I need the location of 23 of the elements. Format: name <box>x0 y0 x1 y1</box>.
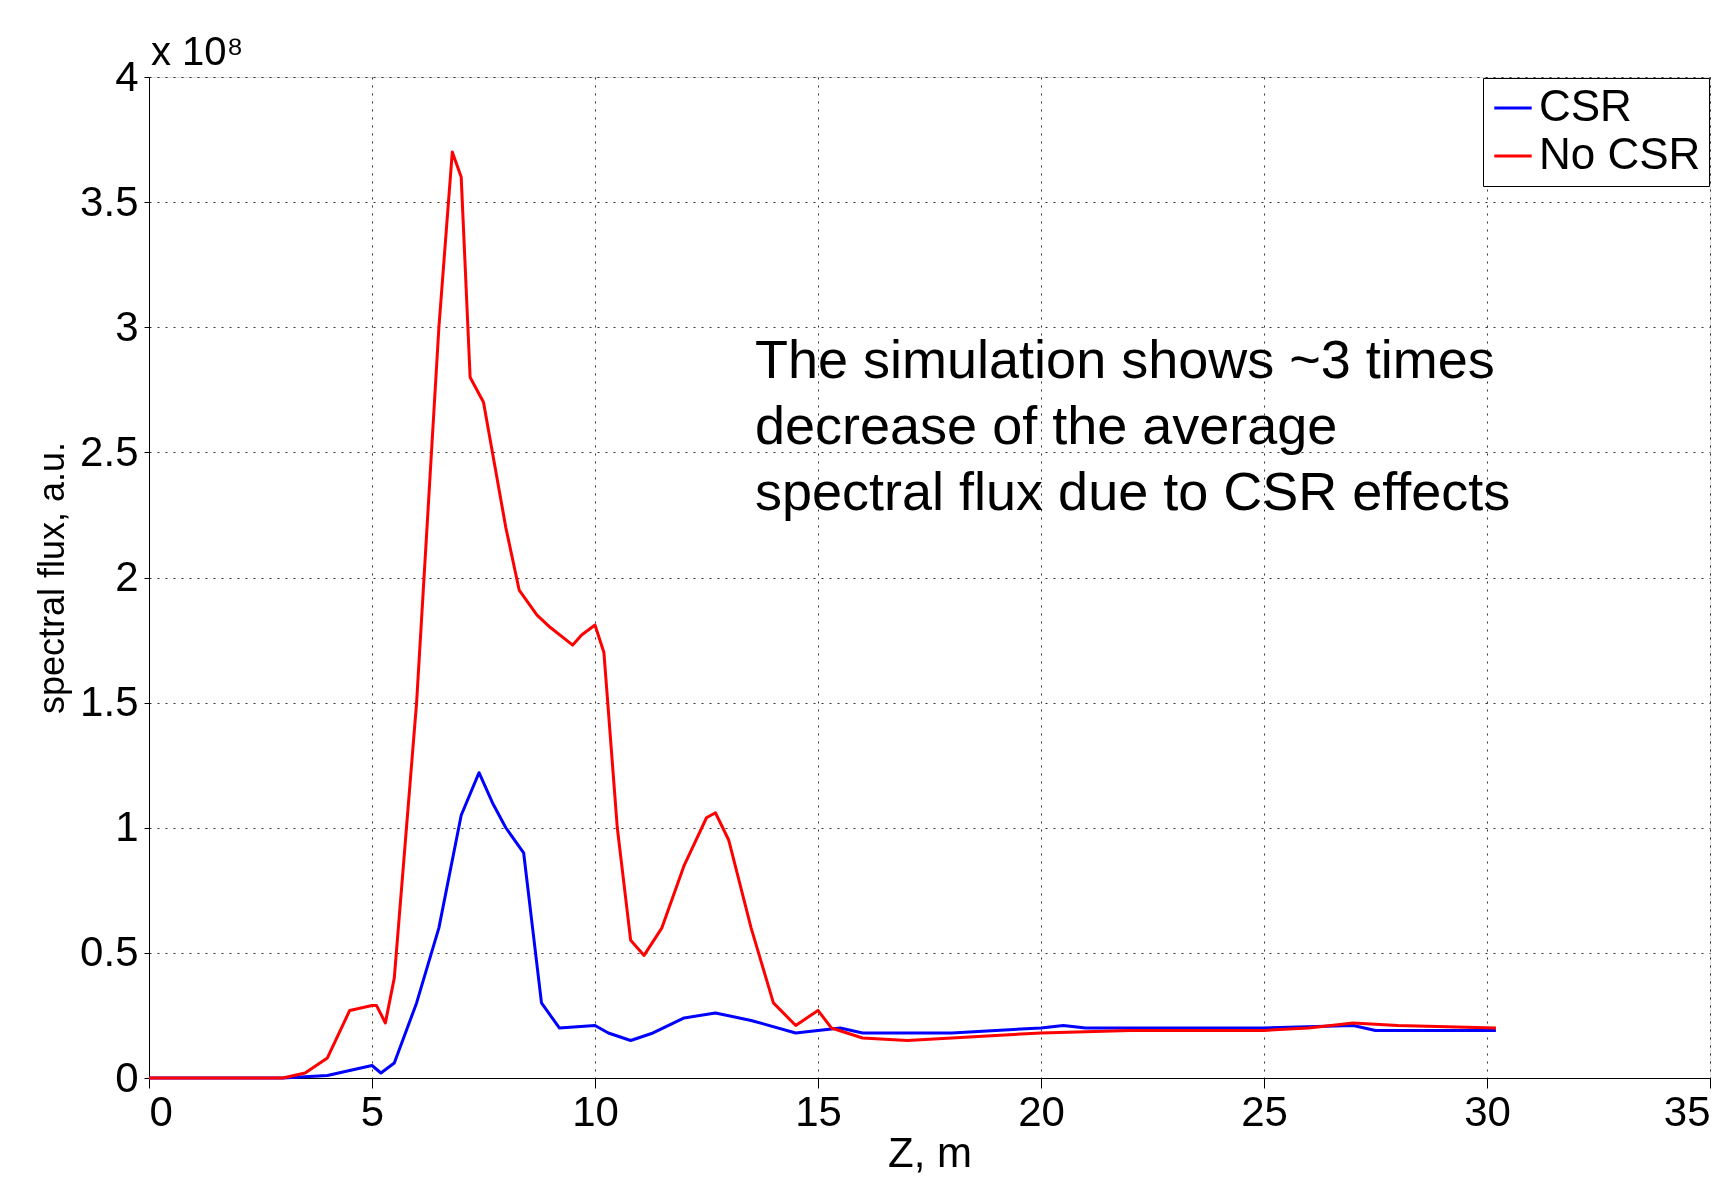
y-tick-label: 1 <box>115 803 139 851</box>
x-axis-title: Z, m <box>888 1128 972 1176</box>
x-tick-label: 20 <box>1018 1087 1065 1135</box>
y-tick-label: 0.5 <box>80 928 139 976</box>
y-tick-label: 1.5 <box>80 678 139 726</box>
y-tick-label: 4 <box>115 52 139 100</box>
x-tick-label: 30 <box>1464 1087 1511 1135</box>
y-axis-title: spectral flux, a.u. <box>31 441 73 715</box>
text: x 10⁸ <box>151 29 244 73</box>
y-tick-label: 3.5 <box>80 177 139 225</box>
y-tick-label: 0 <box>115 1053 139 1101</box>
x-tick-label: 5 <box>360 1087 385 1135</box>
y-tick-label: 2.5 <box>80 427 139 475</box>
legend-label: CSR <box>1539 81 1632 130</box>
legend-label: No CSR <box>1539 129 1701 178</box>
x-tick-label: 10 <box>572 1087 619 1135</box>
y-tick-label: 3 <box>115 302 139 350</box>
x-tick-label: 25 <box>1241 1087 1288 1135</box>
annotation: The simulation shows ~3 times decrease of the average spectral flux due to CSR effects <box>755 329 1511 521</box>
x-tick-label: 15 <box>795 1087 842 1135</box>
x-tick-label: 0 <box>149 1087 173 1135</box>
x-tick-label: 35 <box>1663 1087 1711 1135</box>
y-tick-label: 2 <box>115 553 139 600</box>
